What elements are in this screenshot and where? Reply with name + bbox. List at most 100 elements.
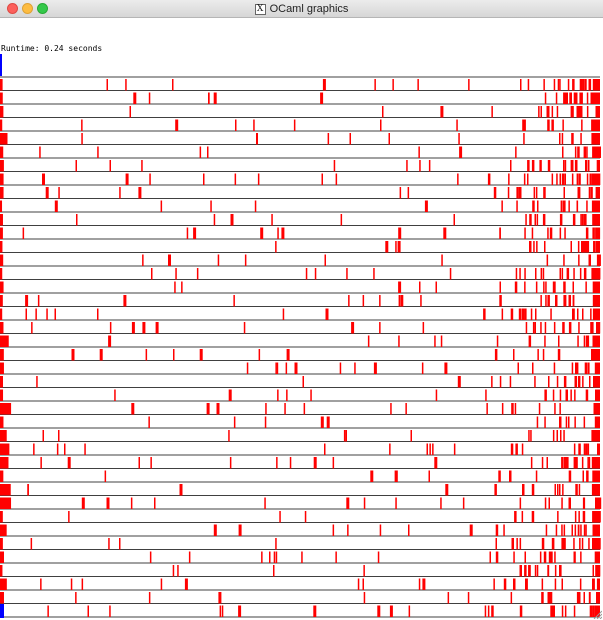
cell-mark — [581, 119, 583, 131]
cell-mark — [532, 362, 534, 374]
cell-mark — [573, 538, 575, 550]
zoom-button[interactable] — [37, 3, 48, 14]
cell-mark — [422, 322, 425, 334]
cell-mark — [536, 241, 538, 253]
row-edge-mark — [0, 470, 4, 482]
cell-mark — [578, 322, 580, 334]
cell-mark — [486, 403, 488, 415]
cell-mark — [588, 538, 590, 550]
cell-mark — [332, 524, 335, 536]
cell-mark — [590, 308, 592, 320]
cell-mark — [445, 484, 449, 496]
cell-mark — [519, 497, 522, 509]
cell-mark — [515, 268, 518, 280]
cell-mark — [586, 200, 588, 212]
cell-mark — [508, 173, 510, 185]
cell-mark — [275, 551, 278, 563]
cell-mark — [408, 605, 411, 617]
row-edge-mark — [0, 173, 4, 185]
cell-mark — [491, 605, 494, 617]
cell-mark — [493, 578, 495, 590]
cell-mark — [555, 524, 558, 536]
close-button[interactable] — [7, 3, 18, 14]
cell-mark — [468, 79, 470, 91]
cell-mark — [576, 362, 578, 374]
cell-mark — [289, 457, 292, 469]
cell-mark — [496, 335, 499, 347]
cell-mark — [583, 524, 586, 536]
cell-mark — [228, 389, 232, 401]
cell-mark — [523, 173, 526, 185]
row-edge-mark — [0, 241, 3, 253]
cell-mark — [563, 92, 565, 104]
cell-mark — [535, 470, 538, 482]
cell-mark — [561, 578, 563, 590]
cell-mark — [583, 335, 586, 347]
cell-mark — [563, 538, 566, 550]
cell-mark — [563, 160, 565, 172]
cell-mark — [487, 173, 491, 185]
cell-mark — [54, 200, 58, 212]
cell-mark — [574, 457, 577, 469]
cell-mark — [218, 592, 222, 604]
resize-grip-icon[interactable] — [592, 609, 602, 619]
cell-mark — [524, 227, 526, 239]
cell-mark — [469, 524, 473, 536]
cell-mark — [574, 389, 576, 401]
cell-mark — [206, 403, 210, 415]
cell-mark — [25, 308, 27, 320]
row-edge-mark — [596, 578, 600, 590]
cell-mark — [577, 335, 579, 347]
cell-mark — [579, 268, 582, 280]
row-edge-mark — [0, 92, 3, 104]
cell-mark — [560, 200, 563, 212]
cell-mark — [203, 173, 205, 185]
cell-mark — [578, 524, 580, 536]
cell-mark — [213, 92, 217, 104]
cell-mark — [568, 295, 571, 307]
row-edge-mark — [595, 227, 600, 239]
cell-mark — [599, 511, 601, 523]
cell-mark — [67, 457, 71, 469]
cell-mark — [380, 119, 382, 131]
cell-mark — [541, 457, 544, 469]
cell-mark — [523, 119, 526, 131]
cell-mark — [547, 227, 549, 239]
cell-mark — [568, 200, 570, 212]
cell-mark — [265, 403, 267, 415]
cell-mark — [525, 578, 528, 590]
cell-mark — [483, 308, 486, 320]
cell-mark — [499, 295, 502, 307]
cell-mark — [357, 578, 360, 590]
cell-mark — [538, 403, 541, 415]
cell-mark — [563, 187, 565, 199]
cell-mark — [544, 92, 547, 104]
cell-mark — [277, 389, 279, 401]
cell-mark — [495, 538, 497, 550]
cell-mark — [324, 443, 326, 455]
cell-mark — [545, 281, 547, 293]
cell-mark — [559, 416, 562, 428]
cell-mark — [551, 106, 554, 118]
cell-mark — [419, 281, 421, 293]
cell-mark — [540, 160, 542, 172]
cell-mark — [557, 349, 561, 361]
cell-mark — [575, 484, 578, 496]
row-edge-mark — [591, 484, 600, 496]
row-edge-mark — [593, 403, 600, 415]
cell-mark — [495, 524, 499, 536]
row-edge-mark — [591, 173, 600, 185]
minimize-button[interactable] — [22, 3, 33, 14]
cell-mark — [524, 268, 526, 280]
cell-mark — [543, 551, 547, 563]
cell-mark — [320, 416, 324, 428]
row-edge-mark — [594, 416, 600, 428]
cell-mark — [217, 254, 220, 266]
cell-mark — [528, 335, 532, 347]
cell-mark — [421, 362, 424, 374]
cell-mark — [566, 268, 570, 280]
title-bar[interactable]: X OCaml graphics — [0, 0, 603, 18]
cell-mark — [441, 254, 443, 266]
cell-mark — [25, 295, 29, 307]
cell-mark — [326, 416, 330, 428]
